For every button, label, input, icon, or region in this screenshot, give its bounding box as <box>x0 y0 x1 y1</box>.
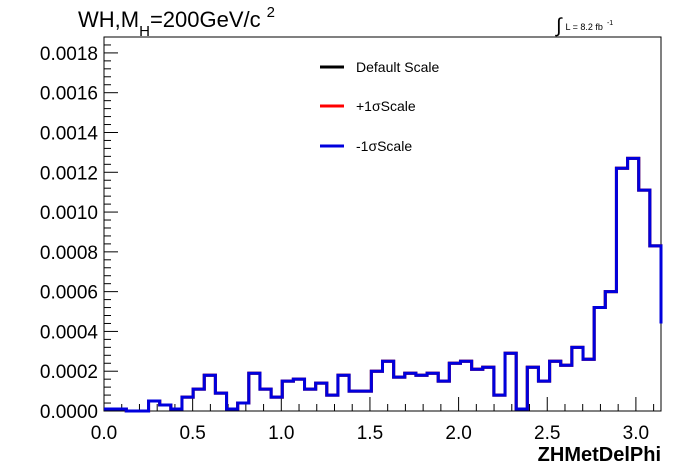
x-tick-label: 2.5 <box>534 423 560 444</box>
x-tick-label: 0.0 <box>91 423 117 444</box>
chart-title: WH,MH=200GeV/c 2 <box>78 4 275 40</box>
x-tick-label: 0.5 <box>179 423 205 444</box>
y-tick-label: 0.0016 <box>40 84 98 105</box>
legend: Default Scale +1σScale -1σScale <box>320 59 439 154</box>
series-line-minus-1sigma <box>104 156 663 413</box>
y-tick-label: 0.0008 <box>40 243 98 264</box>
x-tick-label: 2.0 <box>445 423 471 444</box>
integral-symbol: ∫ <box>555 15 563 37</box>
y-tick-label: 0.0012 <box>40 163 98 184</box>
luminosity-text: L = 8.2 fb <box>565 22 602 32</box>
axes: 0.00000.00020.00040.00060.00080.00100.00… <box>40 36 655 444</box>
y-tick-label: 0.0000 <box>40 402 98 423</box>
y-tick-label: 0.0018 <box>40 44 98 65</box>
plot-frame <box>103 36 662 412</box>
x-axis-title: ZHMetDelPhi <box>538 444 661 466</box>
y-tick-label: 0.0004 <box>40 322 99 343</box>
series-layer <box>104 156 663 413</box>
y-tick-label: 0.0006 <box>40 283 98 304</box>
title-superscript: 2 <box>267 4 275 21</box>
y-tick-label: 0.0010 <box>40 203 98 224</box>
luminosity-label: ∫ L = 8.2 fb -1 <box>555 15 613 37</box>
x-tick-label: 1.0 <box>268 423 294 444</box>
legend-label-plus-1sigma: +1σScale <box>356 98 416 114</box>
y-tick-label: 0.0014 <box>40 123 99 144</box>
y-tick-label: 0.0002 <box>40 362 98 383</box>
title-main: =200GeV/c <box>150 7 261 32</box>
luminosity-superscript: -1 <box>607 20 613 27</box>
title-subscript: H <box>139 23 150 40</box>
legend-label-default-scale: Default Scale <box>356 59 439 75</box>
x-tick-label: 1.5 <box>357 423 383 444</box>
legend-label-minus-1sigma: -1σScale <box>356 138 412 154</box>
x-tick-label: 3.0 <box>623 423 649 444</box>
title-prefix: WH,M <box>78 7 139 32</box>
